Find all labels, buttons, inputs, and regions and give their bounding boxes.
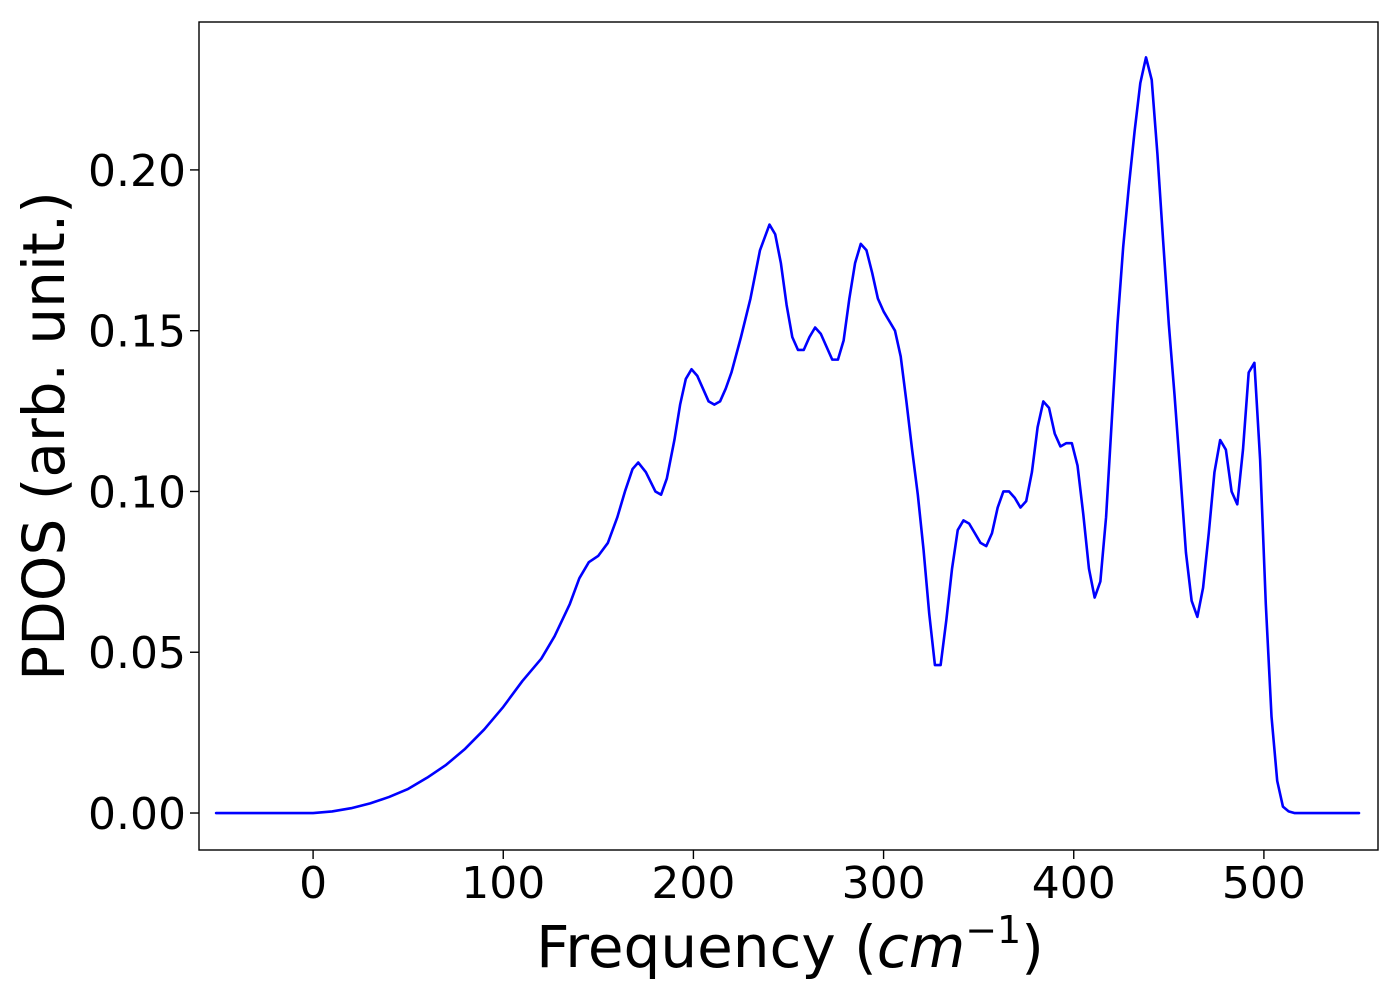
y-tick-label: 0.15 (88, 307, 186, 358)
x-axis-label: Frequency (cm−1) (536, 908, 1044, 981)
x-tick-label: 500 (1222, 858, 1306, 909)
x-tick-label: 200 (651, 858, 735, 909)
y-axis-label: PDOS (arb. unit.) (10, 191, 78, 681)
x-axis-label-exponent: −1 (965, 908, 1021, 952)
x-tick-label: 400 (1032, 858, 1116, 909)
y-axis: 0.00 0.05 0.10 0.15 0.20 (88, 146, 199, 840)
x-tick-label: 100 (461, 858, 545, 909)
x-tick-label: 0 (299, 858, 327, 909)
x-axis-label-unit: cm (877, 913, 965, 981)
y-tick-label: 0.00 (88, 789, 186, 840)
x-axis-label-prefix: Frequency ( (536, 913, 877, 981)
x-tick-label: 300 (842, 858, 926, 909)
series-line (214, 56, 1361, 815)
y-tick-label: 0.20 (88, 146, 186, 197)
y-tick-label: 0.05 (88, 628, 186, 679)
x-axis-label-suffix: ) (1021, 913, 1044, 981)
x-axis: 0 100 200 300 400 500 (299, 850, 1306, 909)
y-tick-label: 0.10 (88, 467, 186, 518)
plot-frame (198, 21, 1379, 851)
